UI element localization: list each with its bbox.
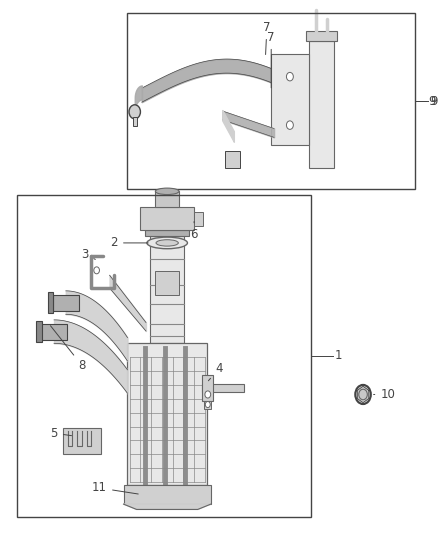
Text: 7: 7: [263, 21, 271, 54]
Text: 8: 8: [50, 326, 86, 372]
Bar: [41, 324, 67, 340]
Text: 5: 5: [50, 427, 71, 440]
Circle shape: [94, 267, 99, 274]
Circle shape: [359, 389, 367, 400]
Circle shape: [286, 121, 293, 130]
Bar: [17, 195, 311, 517]
Bar: [271, 54, 308, 145]
Bar: [35, 321, 42, 342]
Bar: [127, 343, 207, 485]
Bar: [63, 429, 101, 454]
Bar: [145, 230, 189, 237]
Circle shape: [205, 401, 210, 408]
Text: 9: 9: [430, 95, 438, 108]
Bar: [140, 207, 194, 230]
Bar: [225, 150, 240, 168]
Ellipse shape: [156, 240, 178, 246]
Text: 4: 4: [208, 362, 223, 381]
Text: 7: 7: [268, 31, 275, 88]
Bar: [202, 375, 213, 401]
Text: 6: 6: [190, 222, 198, 241]
Circle shape: [355, 385, 371, 404]
Bar: [48, 292, 53, 313]
Bar: [202, 384, 244, 392]
Circle shape: [129, 105, 141, 119]
Text: 9: 9: [428, 95, 435, 108]
Text: 2: 2: [110, 237, 148, 249]
Bar: [124, 485, 211, 504]
Circle shape: [286, 72, 293, 81]
Ellipse shape: [155, 188, 179, 195]
Bar: [308, 42, 335, 168]
Bar: [53, 295, 79, 311]
Text: 11: 11: [92, 481, 138, 495]
Bar: [127, 13, 415, 189]
Bar: [194, 212, 203, 225]
Bar: [133, 117, 137, 126]
Bar: [155, 191, 179, 207]
Bar: [205, 401, 211, 409]
Bar: [155, 271, 179, 295]
Bar: [150, 237, 184, 343]
Circle shape: [205, 391, 211, 398]
Bar: [306, 31, 337, 42]
Text: 10: 10: [374, 388, 395, 401]
Text: 3: 3: [81, 248, 95, 261]
Polygon shape: [124, 504, 211, 510]
Ellipse shape: [147, 237, 187, 249]
Text: 1: 1: [335, 349, 343, 362]
